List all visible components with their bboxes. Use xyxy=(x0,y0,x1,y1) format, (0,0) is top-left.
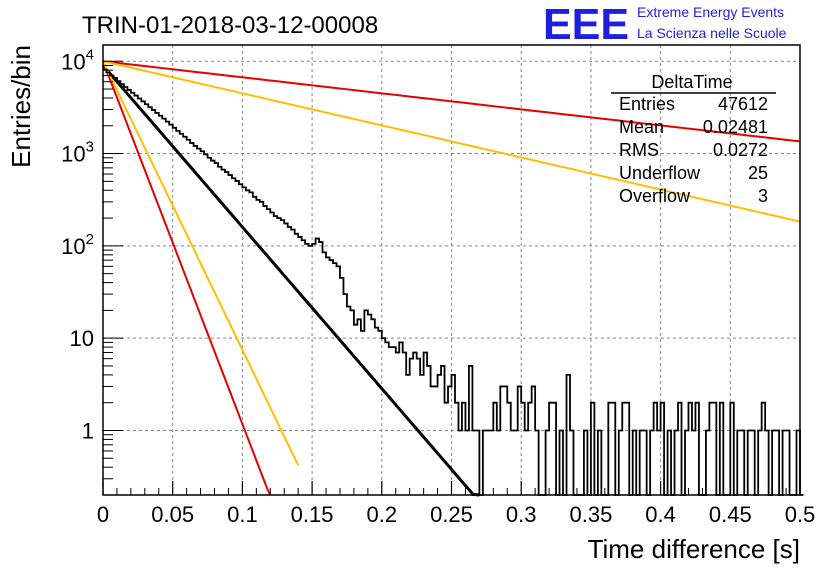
stats-box-title: DeltaTime xyxy=(651,72,732,92)
grid-lines xyxy=(103,45,800,495)
y-tick-label: 103 xyxy=(61,139,94,167)
fit-curve-0 xyxy=(101,64,480,497)
y-tick-label: 10 xyxy=(70,326,94,351)
eee-logo-line2: La Scienza nelle Scuole xyxy=(637,25,787,41)
axis-ticks xyxy=(102,60,801,496)
stats-value-underflow: 25 xyxy=(748,163,768,183)
stats-box: DeltaTime Entries 47612 Mean 0.02481 RMS… xyxy=(611,72,776,206)
x-tick-labels: 0 0.05 0.1 0.15 0.2 0.25 0.3 0.35 0.4 0.45 0.5 xyxy=(97,502,815,527)
x-tick-label: 0 xyxy=(97,502,109,527)
stats-label-underflow: Underflow xyxy=(619,163,701,183)
run-title: TRIN-01-2018-03-12-00008 xyxy=(82,12,378,39)
y-tick-labels: 1 10 102 103 104 xyxy=(61,46,94,443)
stats-value-rms: 0.0272 xyxy=(713,140,768,160)
fit-curve-2 xyxy=(102,60,300,466)
stats-label-entries: Entries xyxy=(619,94,675,114)
x-tick-label: 0.5 xyxy=(785,502,816,527)
stats-value-overflow: 3 xyxy=(758,186,768,206)
y-tick-label: 102 xyxy=(61,231,94,259)
histogram-outline xyxy=(103,68,804,496)
eee-logo: EEE Extreme Energy Events La Scienza nel… xyxy=(543,0,787,49)
x-tick-label: 0.3 xyxy=(506,502,537,527)
eee-logo-text: EEE xyxy=(543,0,629,49)
x-tick-label: 0.45 xyxy=(709,502,752,527)
fit-curve-1 xyxy=(102,60,272,496)
stats-label-mean: Mean xyxy=(619,117,664,137)
fit-curves xyxy=(101,60,801,497)
x-tick-label: 0.15 xyxy=(291,502,334,527)
stats-value-mean: 0.02481 xyxy=(703,117,768,137)
x-tick-label: 0.1 xyxy=(227,502,258,527)
y-tick-label: 1 xyxy=(82,418,94,443)
fit-curve-3 xyxy=(102,60,801,143)
stats-label-overflow: Overflow xyxy=(619,186,691,206)
x-axis-label: Time difference [s] xyxy=(588,534,800,564)
x-tick-label: 0.25 xyxy=(430,502,473,527)
stats-label-rms: RMS xyxy=(619,140,659,160)
stats-value-entries: 47612 xyxy=(718,94,768,114)
x-tick-label: 0.35 xyxy=(569,502,612,527)
y-tick-label: 104 xyxy=(61,46,94,74)
fit-curve-4 xyxy=(102,60,801,223)
x-tick-label: 0.4 xyxy=(645,502,676,527)
x-tick-label: 0.05 xyxy=(151,502,194,527)
x-tick-label: 0.2 xyxy=(367,502,398,527)
y-axis-label: Entries/bin xyxy=(6,45,36,168)
eee-logo-line1: Extreme Energy Events xyxy=(637,4,784,20)
